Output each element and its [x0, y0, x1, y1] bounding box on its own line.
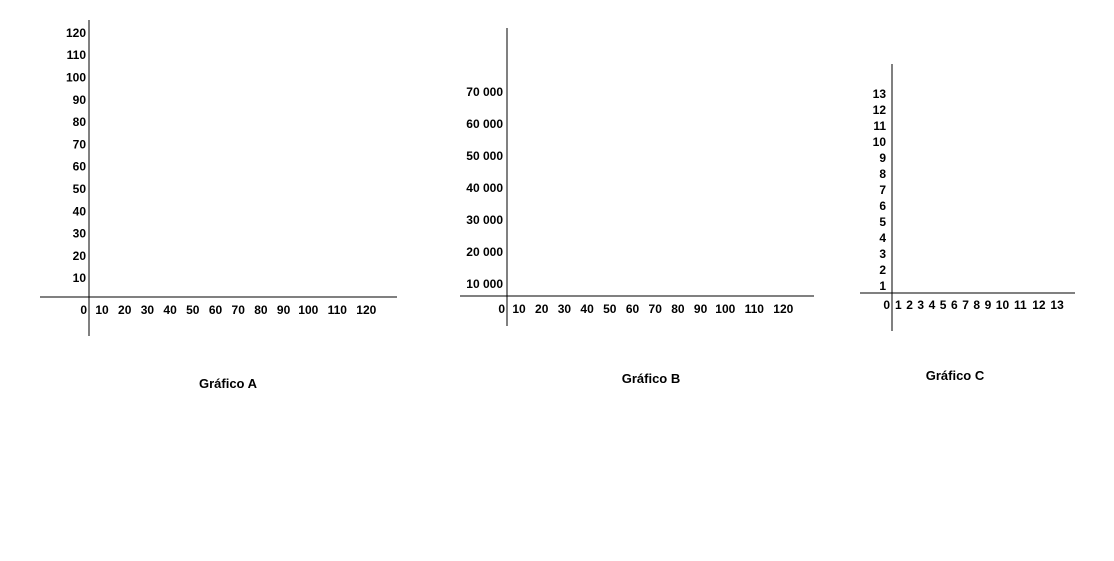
chart-c-y-tick-label: 7 [879, 183, 886, 197]
chart-c-x-tick-label: 7 [962, 298, 969, 312]
chart-c-y-tick-label: 3 [879, 247, 886, 261]
chart-b-origin-label: 0 [498, 302, 505, 316]
chart-b-x-tick-label: 60 [626, 302, 640, 316]
chart-a-x-tick-label: 30 [141, 303, 155, 317]
chart-a-x-tick-label: 110 [328, 303, 348, 317]
chart-b-x-tick-label: 50 [603, 302, 617, 316]
chart-b-x-tick-labels: 10 20 30 40 50 60 70 80 90 100 110 120 [512, 302, 793, 316]
chart-a-y-tick-label: 30 [73, 227, 87, 241]
chart-b-y-tick-label: 60 000 [466, 117, 503, 131]
chart-a-y-tick-label: 10 [73, 271, 87, 285]
chart-a-y-tick-label: 20 [73, 249, 87, 263]
chart-c-x-tick-label: 2 [906, 298, 913, 312]
chart-c-x-tick-label: 5 [940, 298, 947, 312]
chart-c-x-tick-label: 9 [985, 298, 992, 312]
chart-a-x-tick-label: 60 [209, 303, 223, 317]
chart-a-x-tick-label: 80 [254, 303, 268, 317]
chart-c-y-tick-label: 2 [879, 263, 886, 277]
chart-a-x-tick-label: 20 [118, 303, 132, 317]
chart-a-x-tick-label: 40 [163, 303, 177, 317]
chart-b-x-tick-label: 40 [580, 302, 594, 316]
chart-c-y-tick-label: 11 [873, 119, 886, 133]
chart-c-title: Gráfico C [926, 368, 985, 383]
chart-c-y-tick-label: 6 [879, 199, 886, 213]
chart-c-y-tick-label: 13 [873, 87, 887, 101]
chart-b-y-tick-label: 70 000 [466, 85, 503, 99]
chart-c-x-tick-label: 8 [973, 298, 980, 312]
chart-b-x-tick-label: 10 [512, 302, 526, 316]
chart-b-x-tick-label: 100 [715, 302, 735, 316]
chart-a-x-tick-label: 90 [277, 303, 291, 317]
chart-a-y-tick-label: 70 [73, 137, 87, 151]
chart-a-x-tick-labels: 10 20 30 40 50 60 70 80 90 100 110 120 [95, 303, 376, 317]
chart-a-x-tick-label: 50 [186, 303, 200, 317]
chart-b-y-tick-label: 20 000 [466, 245, 503, 259]
chart-a-y-tick-label: 60 [73, 160, 87, 174]
chart-c-y-tick-label: 12 [873, 103, 887, 117]
chart-a-x-tick-label: 70 [232, 303, 246, 317]
chart-b-y-tick-label: 10 000 [466, 277, 503, 291]
chart-c-x-tick-label: 13 [1050, 298, 1064, 312]
chart-a-y-tick-label: 40 [73, 204, 87, 218]
chart-b-x-tick-label: 90 [694, 302, 708, 316]
chart-c-x-tick-label: 10 [996, 298, 1010, 312]
chart-b-y-tick-label: 50 000 [466, 149, 503, 163]
chart-c-x-tick-label: 6 [951, 298, 958, 312]
chart-b-y-tick-label: 30 000 [466, 213, 503, 227]
chart-a: 0 10 20 30 40 50 60 70 80 90 100 110 120 10 20 30 40 50… [40, 20, 397, 391]
chart-c-y-tick-label: 8 [879, 167, 886, 181]
chart-b-x-tick-label: 20 [535, 302, 549, 316]
chart-b-x-tick-label: 110 [745, 302, 765, 316]
chart-c-x-tick-label: 1 [895, 298, 902, 312]
chart-c-y-tick-label: 4 [879, 231, 886, 245]
chart-b-x-tick-label: 120 [773, 302, 793, 316]
chart-b-y-tick-labels: 10 000 20 000 30 000 40 000 50 000 60 000 70 0… [466, 85, 503, 291]
chart-a-y-tick-label: 80 [73, 115, 87, 129]
chart-b: 0 10 20 30 40 50 60 70 80 90 100 110 120 10 000 20 0… [460, 28, 814, 386]
chart-a-x-tick-label: 10 [95, 303, 109, 317]
chart-a-y-tick-label: 50 [73, 182, 87, 196]
chart-a-title: Gráfico A [199, 376, 258, 391]
chart-b-title: Gráfico B [622, 371, 681, 386]
chart-a-y-tick-labels: 10 20 30 40 50 60 70 80 90 100 110 120 [66, 26, 86, 285]
chart-a-y-tick-label: 90 [73, 93, 87, 107]
chart-c-x-tick-label: 11 [1014, 298, 1027, 312]
chart-c-x-tick-label: 3 [917, 298, 924, 312]
chart-c-y-tick-label: 9 [879, 151, 886, 165]
chart-c-x-tick-label: 4 [929, 298, 936, 312]
chart-a-y-tick-label: 120 [66, 26, 86, 40]
chart-a-x-tick-label: 120 [356, 303, 376, 317]
chart-b-x-tick-label: 80 [671, 302, 685, 316]
chart-a-y-tick-label: 110 [67, 48, 87, 62]
chart-a-y-tick-label: 100 [66, 70, 86, 84]
chart-c-x-tick-label: 12 [1032, 298, 1046, 312]
chart-b-x-tick-label: 30 [558, 302, 572, 316]
chart-b-y-tick-label: 40 000 [466, 181, 503, 195]
chart-c-origin-label: 0 [883, 298, 890, 312]
chart-a-x-tick-label: 100 [298, 303, 318, 317]
chart-b-x-tick-label: 70 [649, 302, 663, 316]
chart-c-y-tick-label: 10 [873, 135, 887, 149]
chart-c-x-tick-labels: 1 2 3 4 5 6 7 8 9 10 11 12 13 [895, 298, 1064, 312]
chart-c-y-tick-label: 5 [879, 215, 886, 229]
chart-c-y-tick-label: 1 [879, 279, 886, 293]
chart-a-origin-label: 0 [80, 303, 87, 317]
